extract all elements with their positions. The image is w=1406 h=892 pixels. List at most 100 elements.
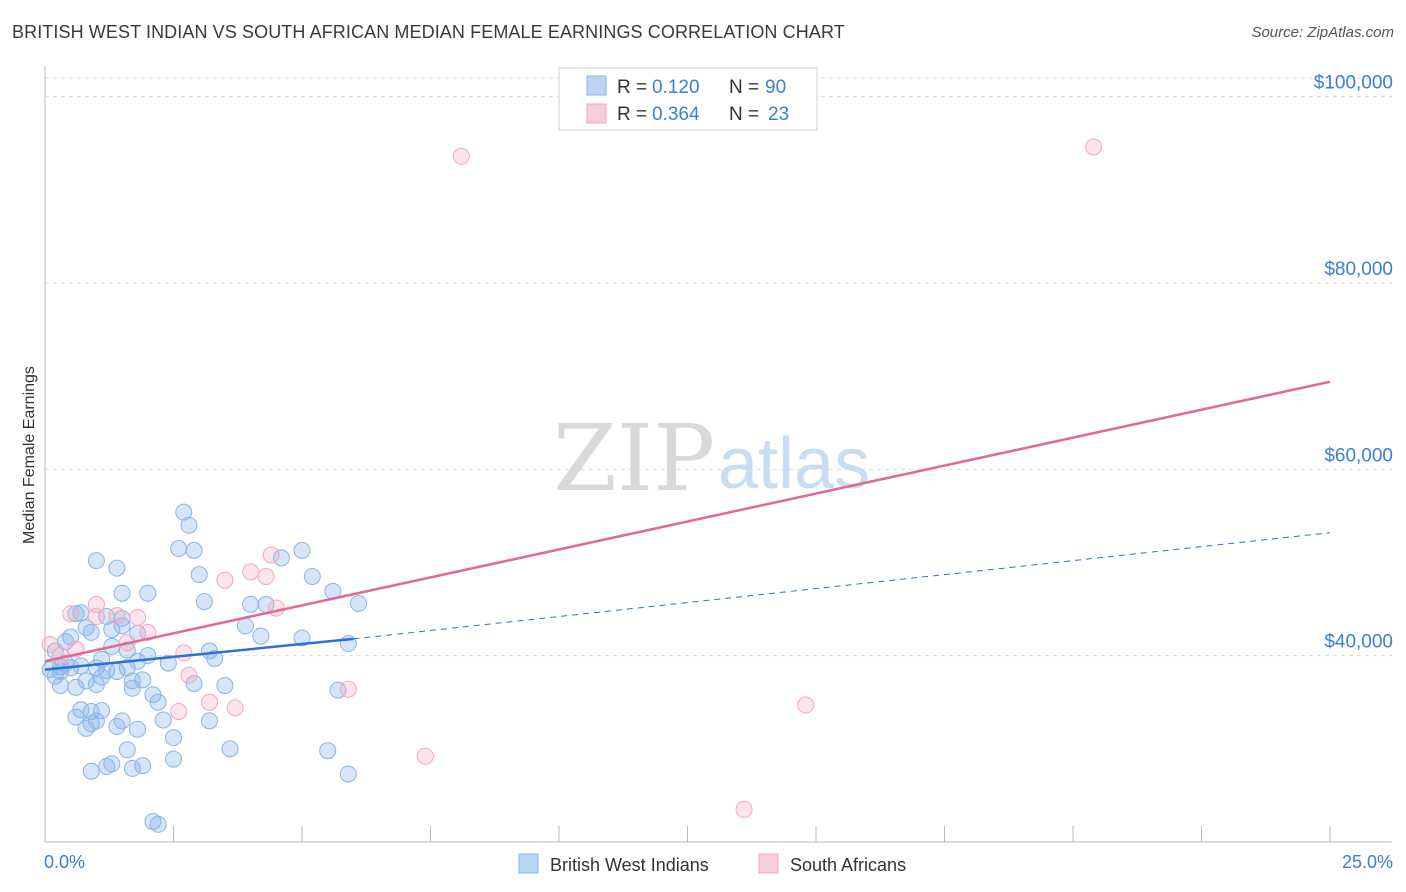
legend-blue-swatch — [586, 75, 607, 96]
point-british-west-indian — [87, 712, 105, 730]
point-british-west-indian — [118, 641, 136, 659]
point-south-african — [200, 693, 218, 711]
bottom-legend-blue-swatch — [518, 853, 539, 874]
legend-blue-n-label: N = — [729, 77, 759, 98]
legend-blue-n-value: 90 — [765, 77, 786, 98]
legend-pink-n-value: 23 — [768, 104, 789, 125]
point-british-west-indian — [149, 815, 167, 833]
point-british-west-indian — [72, 701, 90, 719]
point-south-african — [139, 623, 157, 641]
point-south-african — [87, 608, 105, 626]
legend-blue-r-value: 0.120 — [652, 77, 700, 98]
point-british-west-indian — [129, 720, 147, 738]
bottom-legend-blue-label: British West Indians — [550, 855, 709, 875]
y-tick-labels: $40,000 $60,000 $80,000 $100,000 — [1314, 73, 1393, 653]
watermark-zip: ZIP — [553, 405, 715, 512]
trend-line-south-africans — [44, 380, 1331, 663]
point-british-west-indian — [200, 712, 218, 730]
series-south-africans — [41, 138, 1103, 818]
x-tick-labels: 0.0% 25.0% — [44, 852, 1393, 872]
point-british-west-indian — [272, 549, 290, 567]
point-british-west-indian — [118, 741, 136, 759]
point-british-west-indian — [67, 605, 85, 623]
bottom-legend-pink-swatch — [758, 853, 779, 874]
point-british-west-indian — [93, 702, 111, 720]
point-british-west-indian — [77, 619, 95, 637]
point-british-west-indian — [134, 757, 152, 775]
point-british-west-indian — [87, 552, 105, 570]
point-british-west-indian — [113, 584, 131, 602]
point-south-african — [108, 607, 126, 625]
y-tick-label: $80,000 — [1324, 259, 1393, 280]
point-british-west-indian — [98, 758, 116, 776]
trend-line-british-west-indians-extension — [353, 532, 1331, 640]
point-south-african — [267, 599, 285, 617]
point-british-west-indian — [113, 617, 131, 635]
chart-title: BRITISH WEST INDIAN VS SOUTH AFRICAN MED… — [12, 22, 845, 42]
point-south-african — [452, 147, 470, 165]
point-south-african — [216, 571, 234, 589]
point-british-west-indian — [185, 675, 203, 693]
point-south-african — [242, 563, 260, 581]
point-british-west-indian — [185, 541, 203, 559]
point-south-african — [87, 595, 105, 613]
point-south-african — [175, 644, 193, 662]
y-tick-label: $60,000 — [1324, 445, 1393, 466]
legend-blue-r-label: R = — [617, 77, 647, 98]
legend-series: British West Indians South Africans — [518, 853, 906, 875]
point-british-west-indian — [236, 617, 254, 635]
point-british-west-indian — [319, 742, 337, 760]
y-tick-label: $40,000 — [1324, 632, 1393, 653]
point-british-west-indian — [113, 712, 131, 730]
point-british-west-indian — [118, 659, 136, 677]
point-south-african — [180, 666, 198, 684]
legend-pink-swatch — [586, 103, 607, 124]
point-british-west-indian — [82, 623, 100, 641]
point-british-west-indian — [180, 516, 198, 534]
point-british-west-indian — [67, 678, 85, 696]
trend-lines — [44, 380, 1331, 671]
point-british-west-indian — [82, 762, 100, 780]
watermark-atlas: atlas — [718, 424, 870, 504]
point-british-west-indian — [165, 750, 182, 768]
point-british-west-indian — [242, 595, 260, 613]
point-british-west-indian — [252, 627, 270, 645]
point-british-west-indian — [350, 594, 368, 612]
point-south-african — [262, 546, 280, 564]
point-british-west-indian — [149, 693, 167, 711]
legend-pink-r-value: 0.364 — [652, 104, 700, 125]
point-british-west-indian — [113, 609, 131, 627]
legend-pink-r-label: R = — [617, 104, 647, 125]
point-british-west-indian — [108, 559, 126, 577]
point-british-west-indian — [139, 584, 157, 602]
x-tick-label-end: 25.0% — [1342, 852, 1393, 872]
point-british-west-indian — [303, 567, 321, 585]
point-british-west-indian — [293, 541, 311, 559]
point-south-african — [797, 696, 815, 714]
point-british-west-indian — [134, 671, 152, 689]
bottom-legend-pink-label: South Africans — [790, 855, 906, 875]
point-south-african — [170, 703, 188, 721]
point-british-west-indian — [144, 813, 162, 831]
point-british-west-indian — [139, 647, 157, 665]
point-british-west-indian — [339, 765, 357, 783]
point-british-west-indian — [159, 654, 177, 672]
point-british-west-indian — [190, 566, 208, 584]
trend-line-british-west-indians — [44, 637, 354, 671]
legend-pink-n-label: N = — [729, 104, 759, 125]
point-british-west-indian — [221, 740, 239, 758]
point-british-west-indian — [123, 759, 141, 777]
watermark: ZIP atlas — [553, 405, 870, 512]
point-british-west-indian — [170, 540, 188, 558]
legend-stats: R = 0.120 N = 90 R = 0.364 N = 23 — [558, 67, 818, 131]
point-south-african — [62, 605, 80, 623]
point-british-west-indian — [175, 503, 193, 521]
point-south-african — [735, 800, 753, 818]
point-south-african — [339, 680, 357, 698]
point-south-african — [416, 747, 434, 765]
point-british-west-indian — [216, 676, 234, 694]
series-british-west-indians — [41, 503, 368, 833]
point-british-west-indian — [51, 662, 69, 680]
point-british-west-indian — [195, 593, 213, 611]
point-south-african — [129, 608, 147, 626]
